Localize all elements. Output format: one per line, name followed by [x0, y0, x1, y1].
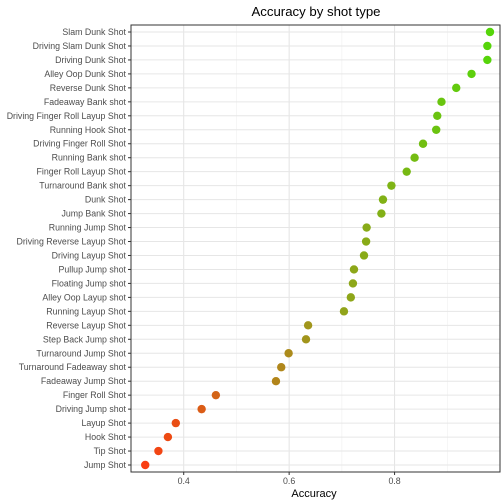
- y-tick-label: Fadeaway Bank shot: [44, 97, 127, 107]
- data-point: [485, 27, 495, 37]
- data-point: [277, 363, 286, 372]
- y-tick-label: Driving Slam Dunk Shot: [33, 41, 127, 51]
- y-tick-label: Running Hook Shot: [50, 125, 127, 135]
- data-point: [378, 195, 388, 204]
- data-point: [452, 83, 461, 93]
- data-point: [467, 69, 476, 79]
- y-tick-label: Hook Shot: [85, 432, 127, 442]
- y-tick-label: Turnaround Jump Shot: [36, 348, 126, 358]
- data-point: [163, 432, 173, 442]
- y-tick-label: Running Bank shot: [52, 153, 127, 163]
- data-point: [377, 209, 386, 218]
- data-point: [339, 307, 349, 316]
- data-point: [483, 41, 492, 51]
- y-tick-label: Reverse Dunk Shot: [50, 83, 127, 93]
- x-tick-label: 0.6: [283, 476, 295, 486]
- x-tick-label: 0.4: [178, 476, 190, 486]
- data-point: [346, 293, 356, 302]
- y-tick-label: Jump Bank Shot: [61, 209, 126, 219]
- y-tick-label: Finger Roll Layup Shot: [37, 167, 127, 177]
- data-point: [359, 251, 369, 260]
- chart-title: Accuracy by shot type: [251, 4, 380, 19]
- y-tick-label: Fadeaway Jump Shot: [41, 376, 127, 386]
- data-point: [301, 335, 311, 344]
- y-tick-label: Running Layup Shot: [46, 306, 126, 316]
- plot-border: [130, 24, 501, 473]
- y-tick-label: Alley Oop Layup shot: [42, 292, 126, 302]
- data-point: [303, 321, 313, 330]
- x-axis-tick-labels: 0.4 0.6 0.8: [178, 472, 401, 486]
- data-point: [433, 111, 442, 121]
- data-point: [410, 153, 419, 162]
- data-point: [362, 223, 371, 232]
- data-point: [432, 125, 441, 134]
- y-tick-label: Driving Finger Roll Layup Shot: [7, 111, 127, 121]
- data-point: [483, 55, 492, 65]
- data-point: [348, 279, 358, 288]
- y-tick-label: Running Jump Shot: [49, 223, 127, 233]
- data-point: [271, 376, 281, 386]
- y-tick-label: Dunk Shot: [85, 195, 127, 205]
- y-tick-label: Jump Shot: [84, 460, 127, 470]
- data-point: [197, 404, 206, 414]
- plot-panel: [131, 25, 500, 472]
- data-point: [349, 265, 359, 274]
- y-tick-label: Reverse Layup Shot: [46, 320, 126, 330]
- data-point: [437, 97, 446, 107]
- y-tick-label: Alley Oop Dunk Shot: [44, 69, 126, 79]
- data-point: [402, 167, 411, 176]
- y-tick-label: Step Back Jump shot: [43, 334, 127, 344]
- y-tick-label: Driving Reverse Layup Shot: [16, 237, 126, 247]
- data-point: [211, 390, 221, 400]
- y-tick-label: Driving Dunk Shot: [55, 55, 126, 65]
- data-point: [387, 181, 396, 190]
- data-point: [154, 446, 163, 456]
- y-tick-label: Turnaround Bank shot: [39, 181, 126, 191]
- data-point: [361, 237, 371, 246]
- y-tick-label: Tip Shot: [94, 446, 127, 456]
- y-tick-label: Driving Finger Roll Shot: [33, 139, 126, 149]
- data-points: [141, 27, 495, 470]
- y-axis-tick-labels: Slam Dunk Shot Driving Slam Dunk Shot Driv…: [7, 27, 131, 470]
- y-tick-label: Layup Shot: [81, 418, 126, 428]
- y-tick-label: Floating Jump shot: [52, 278, 127, 288]
- data-point: [418, 139, 428, 148]
- y-tick-label: Slam Dunk Shot: [62, 27, 126, 37]
- y-tick-label: Pullup Jump shot: [59, 264, 127, 274]
- data-point: [171, 418, 181, 428]
- x-axis-title: Accuracy: [291, 488, 337, 500]
- y-tick-label: Driving Layup Shot: [52, 250, 127, 260]
- x-tick-label: 0.8: [388, 476, 400, 486]
- data-point: [141, 460, 150, 470]
- data-point: [284, 349, 293, 358]
- y-tick-label: Turnaround Fadeaway shot: [19, 362, 127, 372]
- y-tick-label: Driving Jump shot: [56, 404, 127, 414]
- y-tick-label: Finger Roll Shot: [63, 390, 127, 400]
